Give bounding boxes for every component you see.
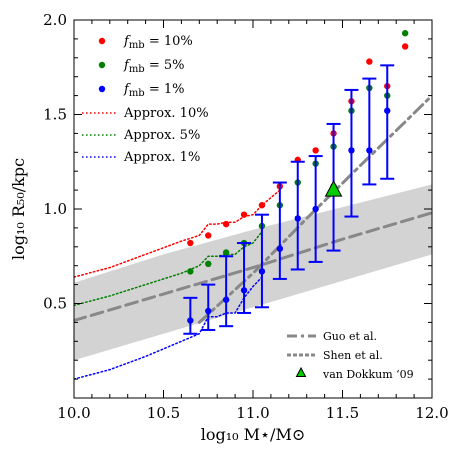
point-2-4: [258, 268, 266, 275]
x-tick-label: 10.0: [57, 404, 90, 422]
legend-label-1: fmb = 5%: [123, 58, 184, 75]
point-0-7: [312, 147, 319, 154]
legend-label-2: fmb = 1%: [123, 82, 184, 99]
point-2-6: [294, 215, 301, 222]
series-line-7: [74, 211, 432, 323]
point-0-3: [240, 211, 248, 218]
point-2-11: [384, 107, 391, 114]
y-tick-label: 2.0: [43, 11, 67, 29]
point-0-4: [258, 202, 266, 209]
point-0-12: [401, 43, 409, 50]
x-tick-label: 12.0: [415, 404, 448, 422]
scatter-band-layer: [74, 184, 432, 361]
y-tick-label: 1.0: [43, 200, 67, 218]
legend-label-4: Approx. 5%: [123, 128, 200, 143]
point-2-0: [187, 317, 194, 324]
point-0-1: [205, 232, 212, 239]
axis-labels: log₁₀ M⋆/M⊙ log₁₀ R₅₀/kpc: [9, 158, 305, 444]
tick-layer: 10.0 10.5 11.0 11.5 12.0 0.5 1.0 1.5 2.0: [43, 11, 449, 422]
legend-label-0: fmb = 10%: [123, 34, 193, 51]
point-2-7: [312, 205, 319, 213]
legend-label-8: van Dokkum ‘09: [322, 368, 414, 381]
point-2-9: [348, 147, 355, 154]
point-2-5: [276, 245, 284, 252]
point-1-2: [222, 249, 230, 256]
series-line-6: [197, 94, 432, 324]
legend-label-3: Approx. 10%: [123, 106, 209, 121]
legend-label-6: Guo et al.: [323, 330, 377, 343]
legend-marker-1: [98, 61, 106, 69]
point-2-3: [240, 287, 248, 294]
point-2-1: [205, 307, 212, 315]
triangle-marker-0: [324, 180, 343, 197]
y-tick-label: 0.5: [43, 295, 67, 313]
line-layer: [74, 94, 432, 380]
point-0-2: [222, 220, 230, 228]
point-2-2: [222, 296, 230, 303]
point-0-10: [366, 58, 373, 65]
series-line-3: [74, 189, 281, 278]
legend-top-left: fmb = 10% fmb = 5% fmb = 1% Approx. 10% Appr…: [82, 34, 209, 165]
legend-label-5: Approx. 1%: [123, 150, 200, 165]
point-1-1: [205, 260, 212, 268]
point-1-0: [187, 268, 194, 275]
legend-marker-8: [295, 366, 307, 377]
legend-marker-0: [98, 37, 106, 45]
point-layer: [183, 30, 409, 335]
point-1-12: [401, 30, 409, 37]
x-tick-label: 11.0: [236, 404, 269, 422]
legend-marker-2: [98, 85, 106, 93]
point-0-0: [187, 239, 194, 247]
x-tick-label: 10.5: [147, 404, 180, 422]
legend-bottom-right: Guo et al. Shen et al. van Dokkum ‘09: [287, 330, 414, 381]
x-axis-label: log₁₀ M⋆/M⊙: [201, 425, 305, 444]
scatter-band: [74, 184, 432, 361]
y-tick-label: 1.5: [43, 106, 67, 124]
y-axis-label: log₁₀ R₅₀/kpc: [9, 158, 28, 260]
x-tick-label: 11.5: [326, 404, 359, 422]
series-line-4: [74, 230, 263, 307]
series-line-5: [74, 276, 263, 380]
point-2-10: [366, 147, 373, 154]
legend-label-7: Shen et al.: [323, 349, 383, 362]
